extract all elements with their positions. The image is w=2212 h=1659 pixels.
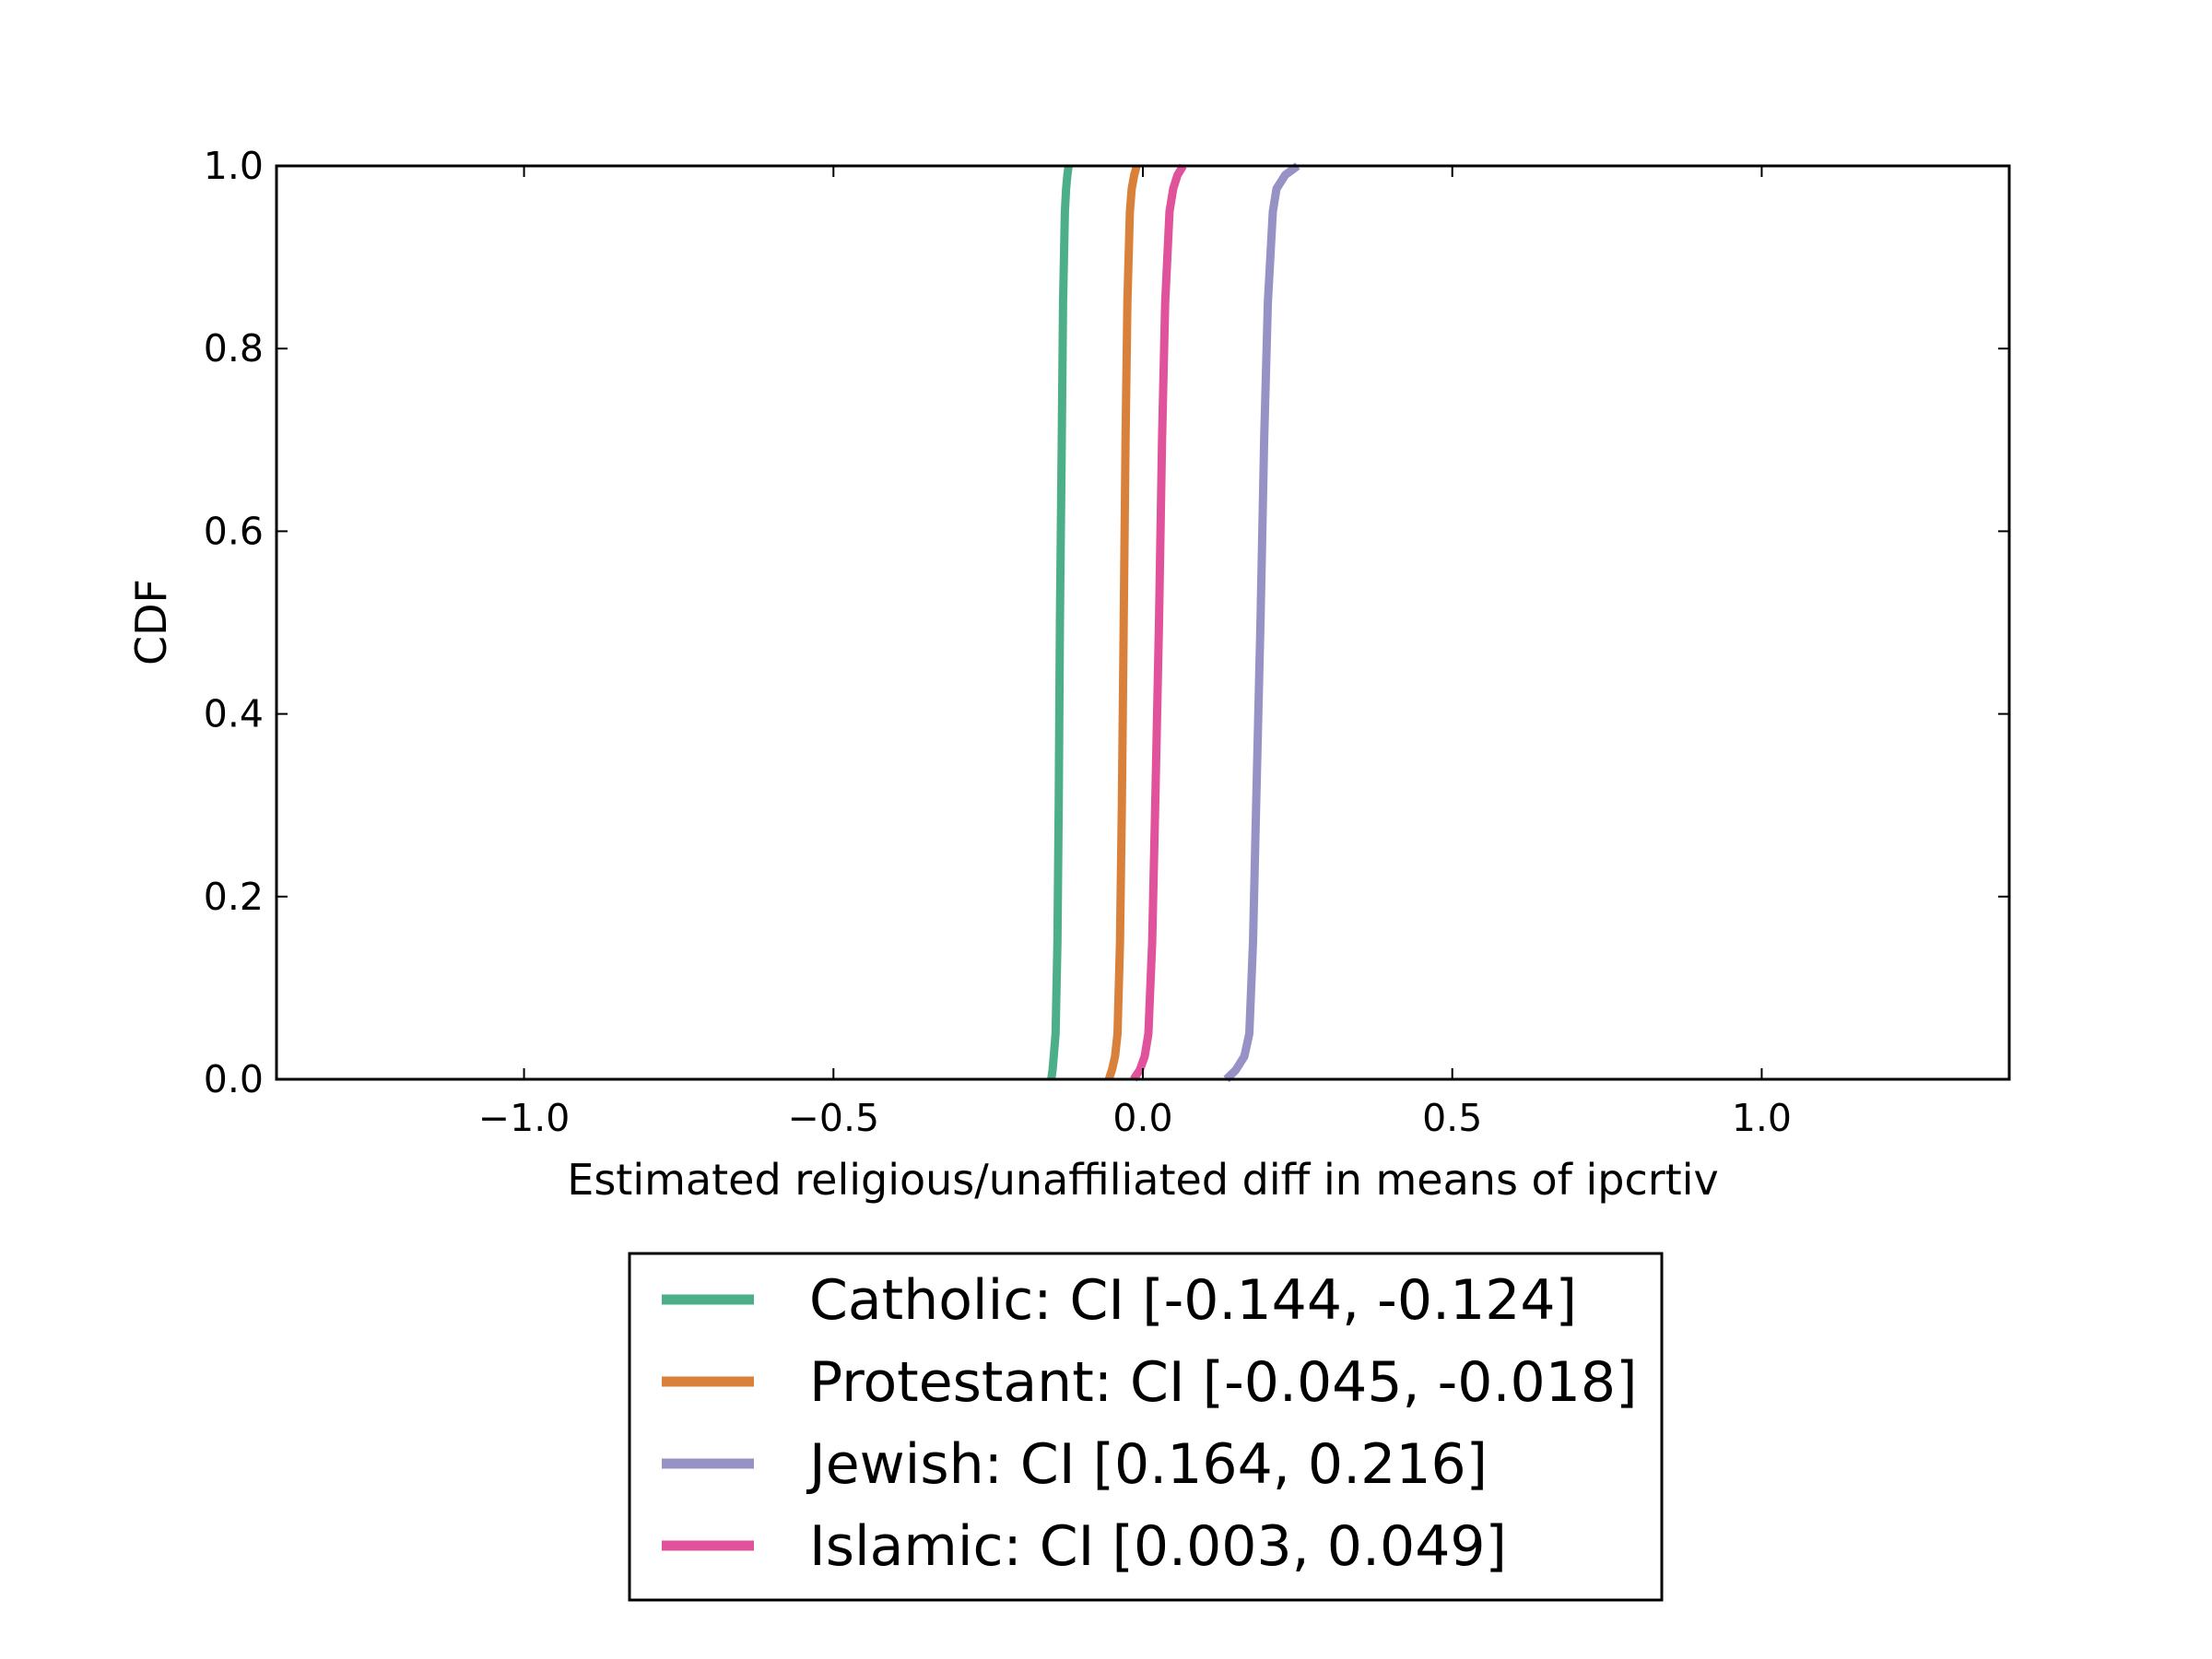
y-tick-label: 0.2 [204, 875, 264, 919]
x-tick-label: −0.5 [788, 1096, 880, 1140]
x-axis-label: Estimated religious/unaffiliated diff in… [567, 1155, 1718, 1205]
x-tick-label: −1.0 [478, 1096, 571, 1140]
y-tick-label: 0.6 [204, 509, 264, 553]
legend-frame [628, 1252, 1664, 1602]
legend-label-jewish: Jewish: CI [0.164, 0.216] [806, 1432, 1488, 1497]
legend-label-catholic: Catholic: CI [-0.144, -0.124] [809, 1268, 1577, 1333]
series-line-protestant [1104, 164, 1141, 1081]
y-tick-label: 0.0 [204, 1057, 264, 1101]
plot-frame [275, 164, 2011, 1081]
legend: Catholic: CI [-0.144, -0.124] Protestant:… [628, 1252, 1664, 1602]
legend-label-protestant: Protestant: CI [-0.045, -0.018] [809, 1350, 1637, 1415]
series-layer [1047, 162, 1300, 1083]
x-tick-label: 0.0 [1112, 1096, 1172, 1140]
x-tick-label: 1.0 [1732, 1096, 1792, 1140]
y-tick-label: 0.4 [204, 692, 264, 736]
legend-label-islamic: Islamic: CI [0.003, 0.049] [809, 1514, 1507, 1579]
y-tick-label: 0.8 [204, 326, 264, 371]
y-tick-label: 1.0 [204, 144, 264, 188]
series-line-catholic [1047, 165, 1073, 1080]
series-line-islamic [1130, 163, 1187, 1082]
x-tick-label: 0.5 [1422, 1096, 1482, 1140]
series-line-jewish [1223, 162, 1300, 1083]
y-axis-label: CDF [126, 579, 176, 665]
plot-area-background [276, 166, 2009, 1079]
ticks-layer: −1.0 −0.5 0.0 0.5 1.0 0.0 0.2 0.4 0.6 0.8 1.0 [204, 144, 2009, 1140]
